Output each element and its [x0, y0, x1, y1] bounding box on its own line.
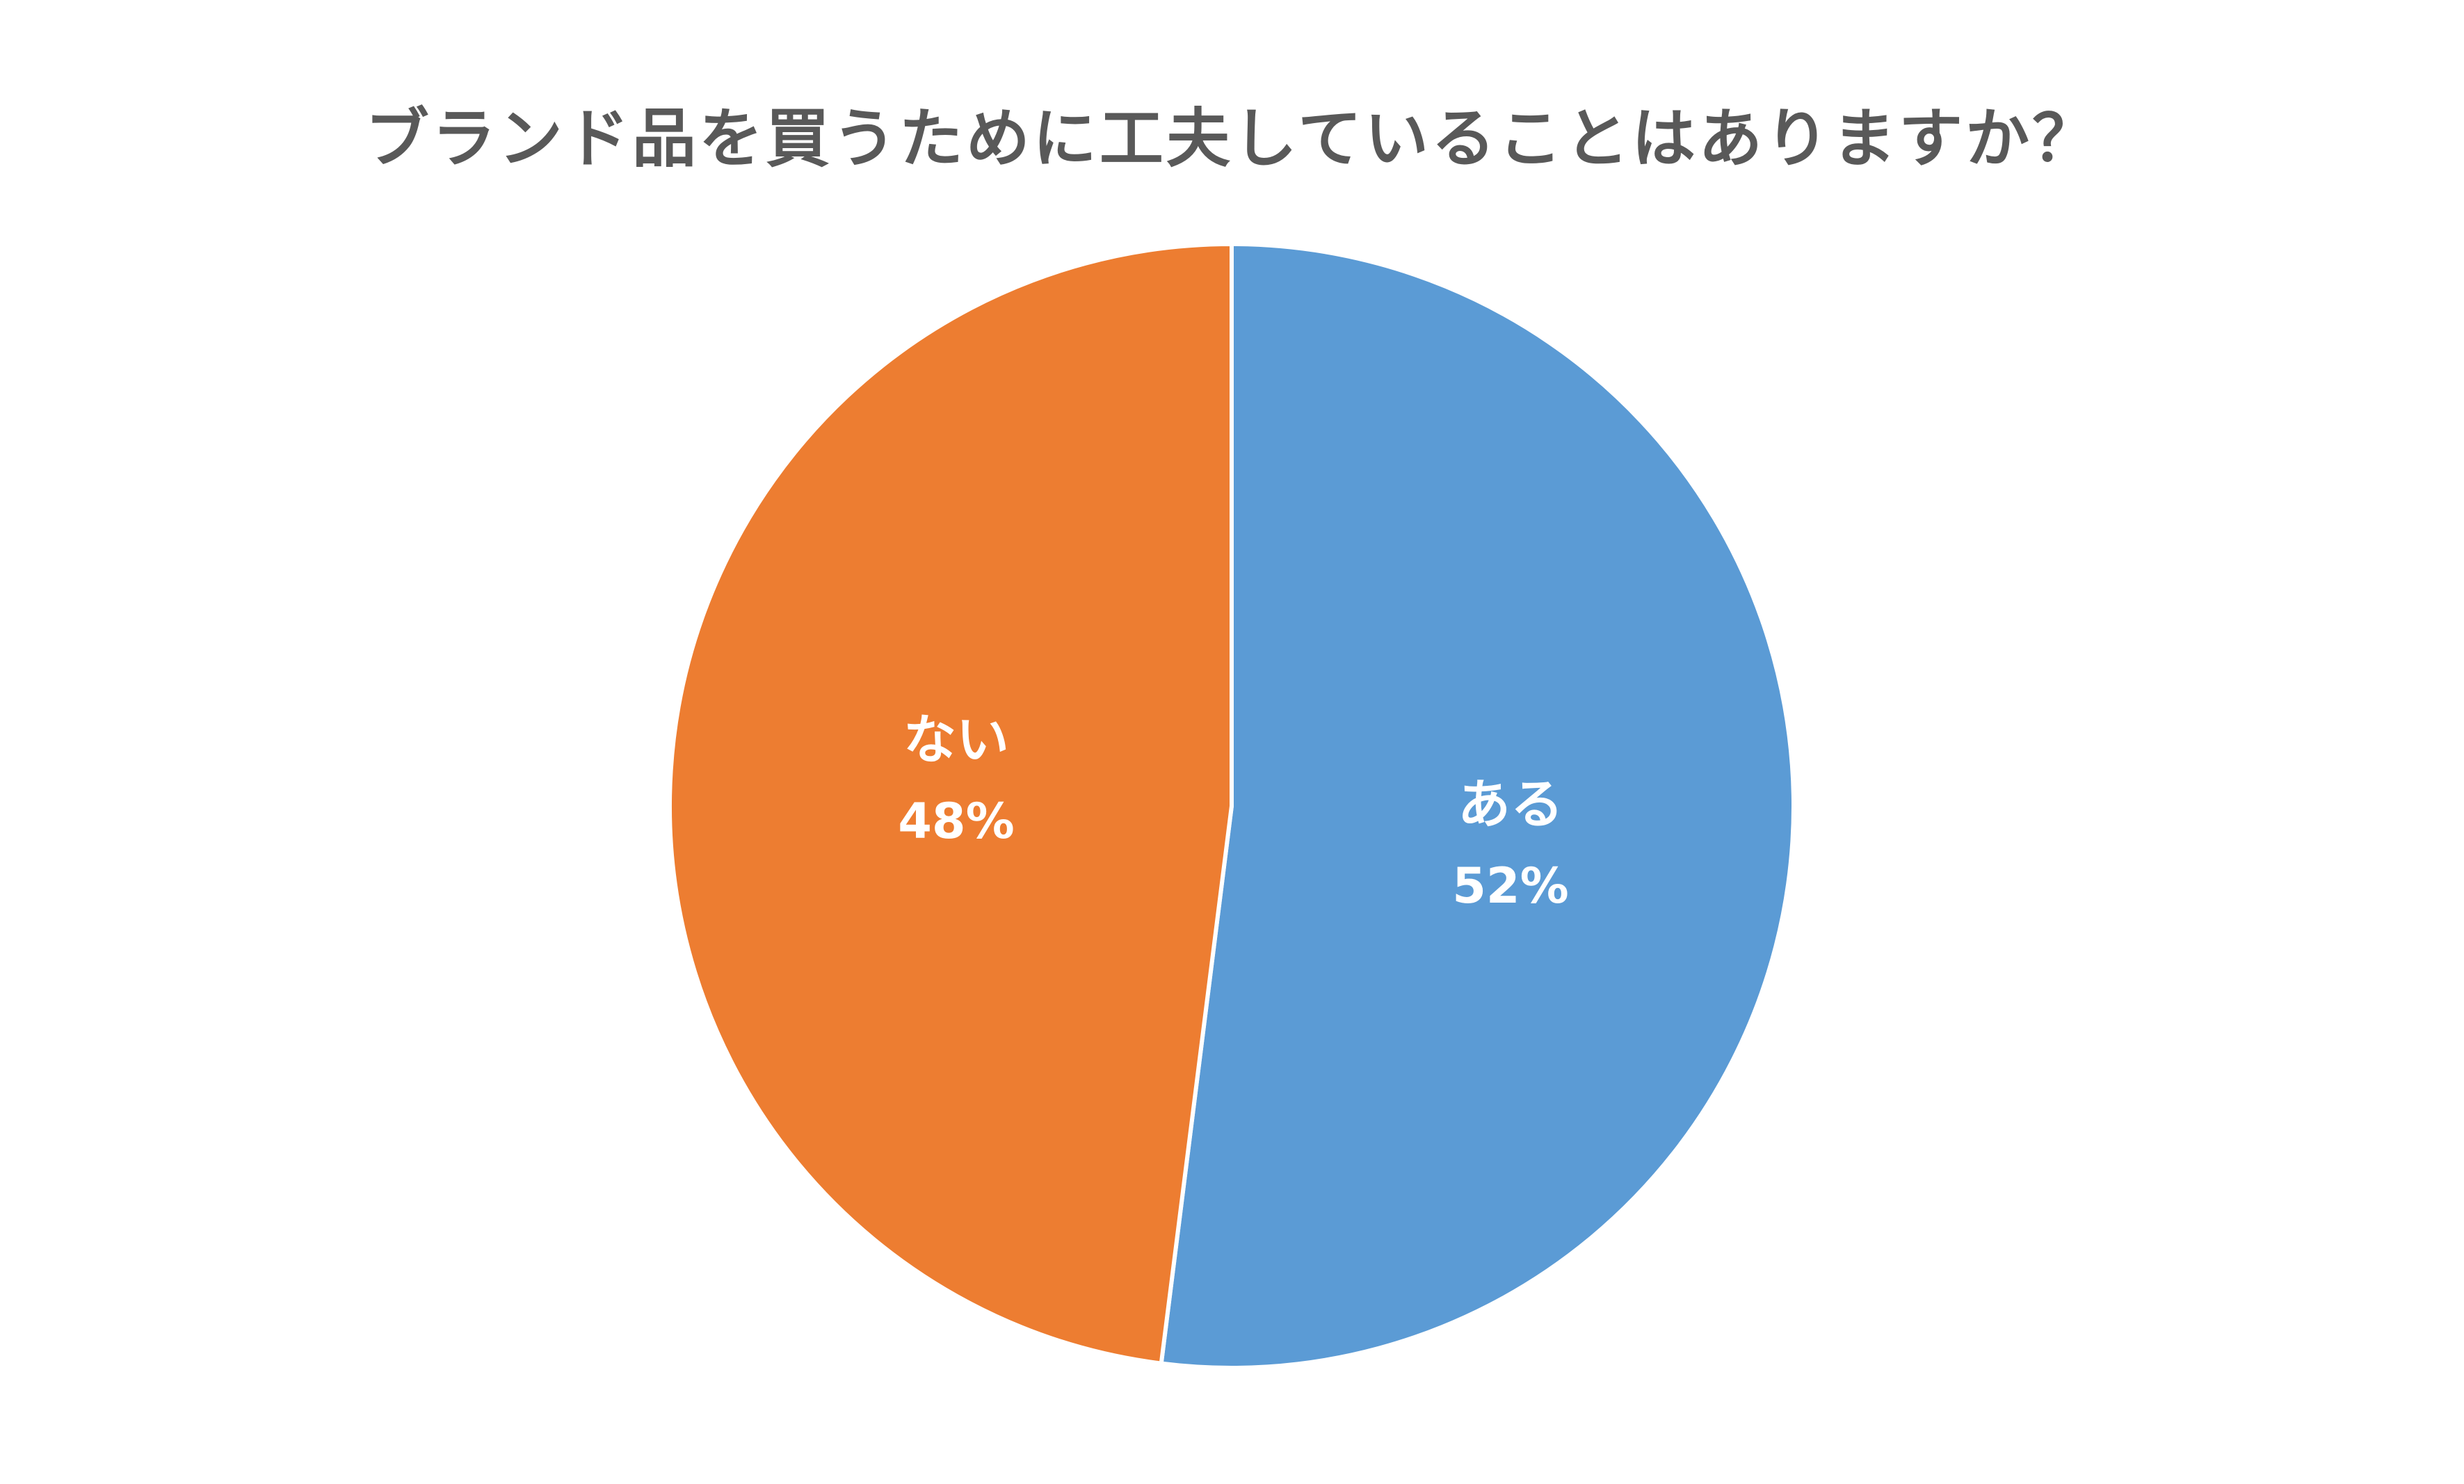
slice-label-2: ない: [903, 709, 1009, 771]
pie-slice-2: [668, 242, 1234, 1366]
chart-title: ブランド品を買うために工夫していることはありますか？: [364, 102, 2100, 176]
pie-slices: [668, 242, 1796, 1370]
pie-slice-1: [1159, 242, 1796, 1370]
slice-label-1: ある: [1458, 773, 1563, 835]
slice-value-1: 52%: [1452, 857, 1569, 914]
pie-labels: ある 52% ない 48%: [898, 709, 1569, 914]
slice-value-2: 48%: [898, 793, 1015, 850]
